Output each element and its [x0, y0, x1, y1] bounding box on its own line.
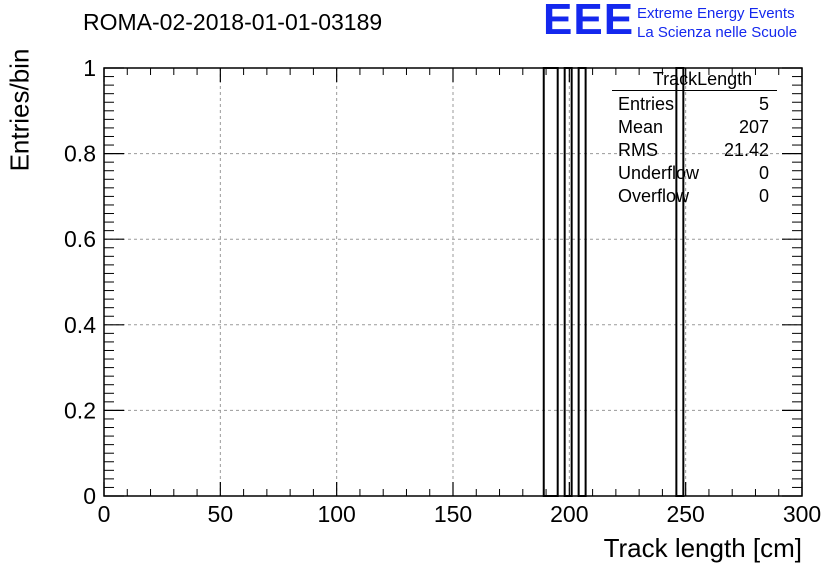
y-tick-label: 0.6 [64, 226, 96, 252]
x-axis-label: Track length [cm] [603, 533, 802, 563]
y-tick-label: 0.4 [64, 312, 96, 338]
x-tick-label: 200 [550, 501, 588, 527]
stats-label: RMS [618, 140, 658, 160]
stats-value: 21.42 [723, 140, 769, 160]
stats-row-mean: Mean 207 [612, 116, 777, 139]
stats-row-overflow: Overflow 0 [612, 185, 777, 208]
x-tick-label: 100 [317, 501, 355, 527]
stats-value: 207 [738, 117, 769, 137]
x-tick-label: 50 [208, 501, 234, 527]
y-tick-label: 0.2 [64, 397, 96, 423]
y-tick-label: 1 [83, 55, 96, 81]
stats-label: Overflow [618, 186, 690, 206]
x-tick-label: 250 [666, 501, 704, 527]
logo-line-2: La Scienza nelle Scuole [637, 24, 798, 41]
stats-row-rms: RMS 21.42 [612, 139, 777, 162]
stats-value: 0 [758, 163, 769, 183]
stats-label: Underflow [618, 163, 700, 183]
logo-caption: Extreme Energy Events La Scienza nelle S… [637, 4, 797, 42]
stats-value: 0 [758, 186, 769, 206]
x-tick-label: 300 [783, 501, 821, 527]
stats-label: Entries [618, 94, 675, 114]
histogram-bin [577, 67, 587, 497]
y-tick-label: 0.8 [64, 141, 96, 167]
x-tick-label: 150 [434, 501, 472, 527]
stats-label: Mean [618, 117, 664, 137]
stats-value: 5 [758, 94, 769, 114]
stats-box: TrackLength Entries 5 Mean 207 RMS 21.42… [612, 68, 777, 208]
stats-row-entries: Entries 5 [612, 93, 777, 116]
stats-row-underflow: Underflow 0 [612, 162, 777, 185]
run-title: ROMA-02-2018-01-01-03189 [83, 9, 383, 35]
stats-title: TrackLength [612, 68, 777, 91]
eee-logo: EEE [543, 0, 635, 44]
histogram-bin [542, 67, 559, 497]
histogram-bin [563, 67, 573, 497]
y-tick-label: 0 [83, 483, 96, 509]
x-tick-label: 0 [98, 501, 111, 527]
y-axis-label: Entries/bin [4, 48, 35, 172]
logo-line-1: Extreme Energy Events [637, 5, 795, 22]
